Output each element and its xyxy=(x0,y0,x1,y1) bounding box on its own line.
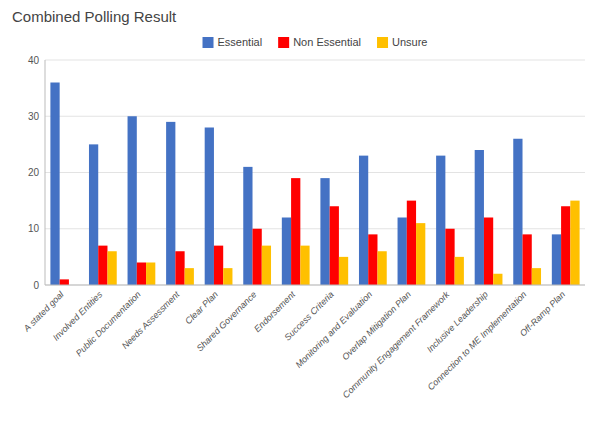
grid-line xyxy=(45,228,585,229)
y-tick-label: 30 xyxy=(28,111,40,122)
grid-line xyxy=(45,285,585,286)
y-tick-label: 10 xyxy=(28,223,40,234)
y-tick-label: 40 xyxy=(28,55,40,66)
grid-line xyxy=(45,116,585,117)
x-tick-label: Connection to ME Implementation xyxy=(426,289,529,392)
bar xyxy=(484,218,493,286)
bar xyxy=(532,268,541,285)
bar xyxy=(60,279,69,285)
bar xyxy=(146,263,155,286)
bar xyxy=(205,128,214,286)
legend-item: Unsure xyxy=(377,36,427,48)
bar xyxy=(175,251,184,285)
grid-line xyxy=(45,172,585,173)
bar xyxy=(166,122,175,285)
bar xyxy=(253,229,262,285)
x-tick-label: Needs Assessment xyxy=(120,289,182,351)
legend-label: Unsure xyxy=(392,36,427,48)
bar xyxy=(300,246,309,285)
legend-swatch xyxy=(377,37,388,48)
x-tick-label: Shared Governance xyxy=(195,289,259,353)
bar xyxy=(513,139,522,285)
bar xyxy=(475,150,484,285)
bar xyxy=(214,246,223,285)
bar xyxy=(436,156,445,285)
legend-item: Non Essential xyxy=(278,36,361,48)
bar xyxy=(330,206,339,285)
bar xyxy=(398,218,407,286)
x-tick-label: Off-Ramp Plan xyxy=(518,289,567,338)
bar xyxy=(185,268,194,285)
bar xyxy=(359,156,368,285)
bar xyxy=(493,274,502,285)
bar xyxy=(291,178,300,285)
bar xyxy=(339,257,348,285)
bar xyxy=(523,234,532,285)
bar xyxy=(137,263,146,286)
y-axis xyxy=(45,60,46,285)
chart: Combined Polling Result010203040A stated… xyxy=(0,0,600,428)
bar xyxy=(368,234,377,285)
legend-label: Essential xyxy=(218,36,263,48)
bar xyxy=(262,246,271,285)
bars xyxy=(50,83,579,286)
grid-line xyxy=(45,60,585,61)
x-axis xyxy=(45,285,585,286)
bar xyxy=(455,257,464,285)
bar xyxy=(50,83,59,286)
y-tick-label: 0 xyxy=(33,280,39,291)
x-tick-label: Public Documentation xyxy=(74,289,143,358)
y-tick-label: 20 xyxy=(28,167,40,178)
bar xyxy=(561,206,570,285)
x-tick-label: Overlap Mitigation Plan xyxy=(340,289,413,362)
title: Combined Polling Result xyxy=(12,8,177,25)
bar xyxy=(98,246,107,285)
x-tick-label: Monitoring and Evaluation xyxy=(294,289,375,370)
bar xyxy=(407,201,416,285)
grid xyxy=(45,60,585,285)
bar xyxy=(107,251,116,285)
legend-item: Essential xyxy=(203,36,263,48)
bar xyxy=(282,218,291,286)
bar xyxy=(320,178,329,285)
legend-swatch xyxy=(203,37,214,48)
legend-label: Non Essential xyxy=(293,36,361,48)
bar xyxy=(89,144,98,285)
legend-swatch xyxy=(278,37,289,48)
bar xyxy=(552,234,561,285)
x-tick-label: Clear Plan xyxy=(183,289,220,326)
bar xyxy=(128,116,137,285)
bar xyxy=(445,229,454,285)
legend: Essential Non Essential Unsure xyxy=(203,36,428,48)
bar xyxy=(223,268,232,285)
bar xyxy=(377,251,386,285)
bar xyxy=(243,167,252,285)
bar xyxy=(416,223,425,285)
bar xyxy=(570,201,579,285)
